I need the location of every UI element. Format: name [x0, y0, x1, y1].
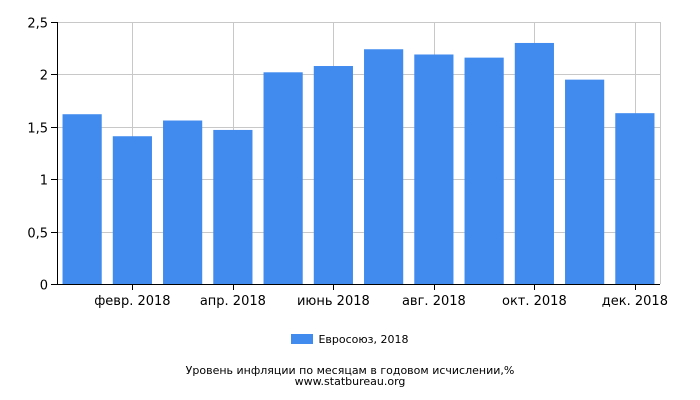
axes — [51, 22, 660, 290]
bar[interactable] — [112, 136, 152, 284]
y-tick-label: 1 — [40, 174, 48, 189]
y-tick-label: 2 — [40, 69, 48, 84]
bar[interactable] — [364, 49, 404, 284]
x-tick-label: дек. 2018 — [602, 294, 668, 309]
bars — [62, 42, 655, 285]
bar[interactable] — [313, 66, 353, 285]
chart-title: Уровень инфляции по месяцам в годовом ис… — [185, 364, 515, 377]
bar[interactable] — [464, 57, 504, 284]
x-tick-labels: февр. 2018 апр. 2018 июнь 2018 авг. 2018 окт… — [94, 294, 668, 309]
y-tick-label: 0 — [40, 279, 48, 294]
bar[interactable] — [414, 54, 454, 284]
source-link[interactable]: www.statbureau.org — [294, 375, 406, 388]
x-tick-label: окт. 2018 — [502, 294, 567, 309]
bar[interactable] — [263, 72, 303, 284]
bar[interactable] — [213, 129, 253, 284]
legend: Евросоюз, 2018 — [0, 333, 700, 346]
x-tick-label: апр. 2018 — [200, 294, 266, 309]
bar[interactable] — [62, 114, 102, 284]
y-tick-label: 0,5 — [27, 227, 48, 242]
bar[interactable] — [615, 113, 655, 285]
y-tick-labels: 0 0,5 1 1,5 2 2,5 — [27, 17, 48, 294]
y-tick-label: 1,5 — [27, 122, 48, 137]
bar[interactable] — [514, 42, 554, 285]
x-tick-label: авг. 2018 — [402, 294, 466, 309]
bar[interactable] — [565, 79, 605, 284]
x-tick-label: июнь 2018 — [297, 294, 370, 309]
legend-label: Евросоюз, 2018 — [318, 333, 409, 346]
y-tick-label: 2,5 — [27, 17, 48, 32]
x-tick-label: февр. 2018 — [94, 294, 170, 309]
bar[interactable] — [163, 120, 203, 285]
legend-swatch — [291, 334, 314, 344]
